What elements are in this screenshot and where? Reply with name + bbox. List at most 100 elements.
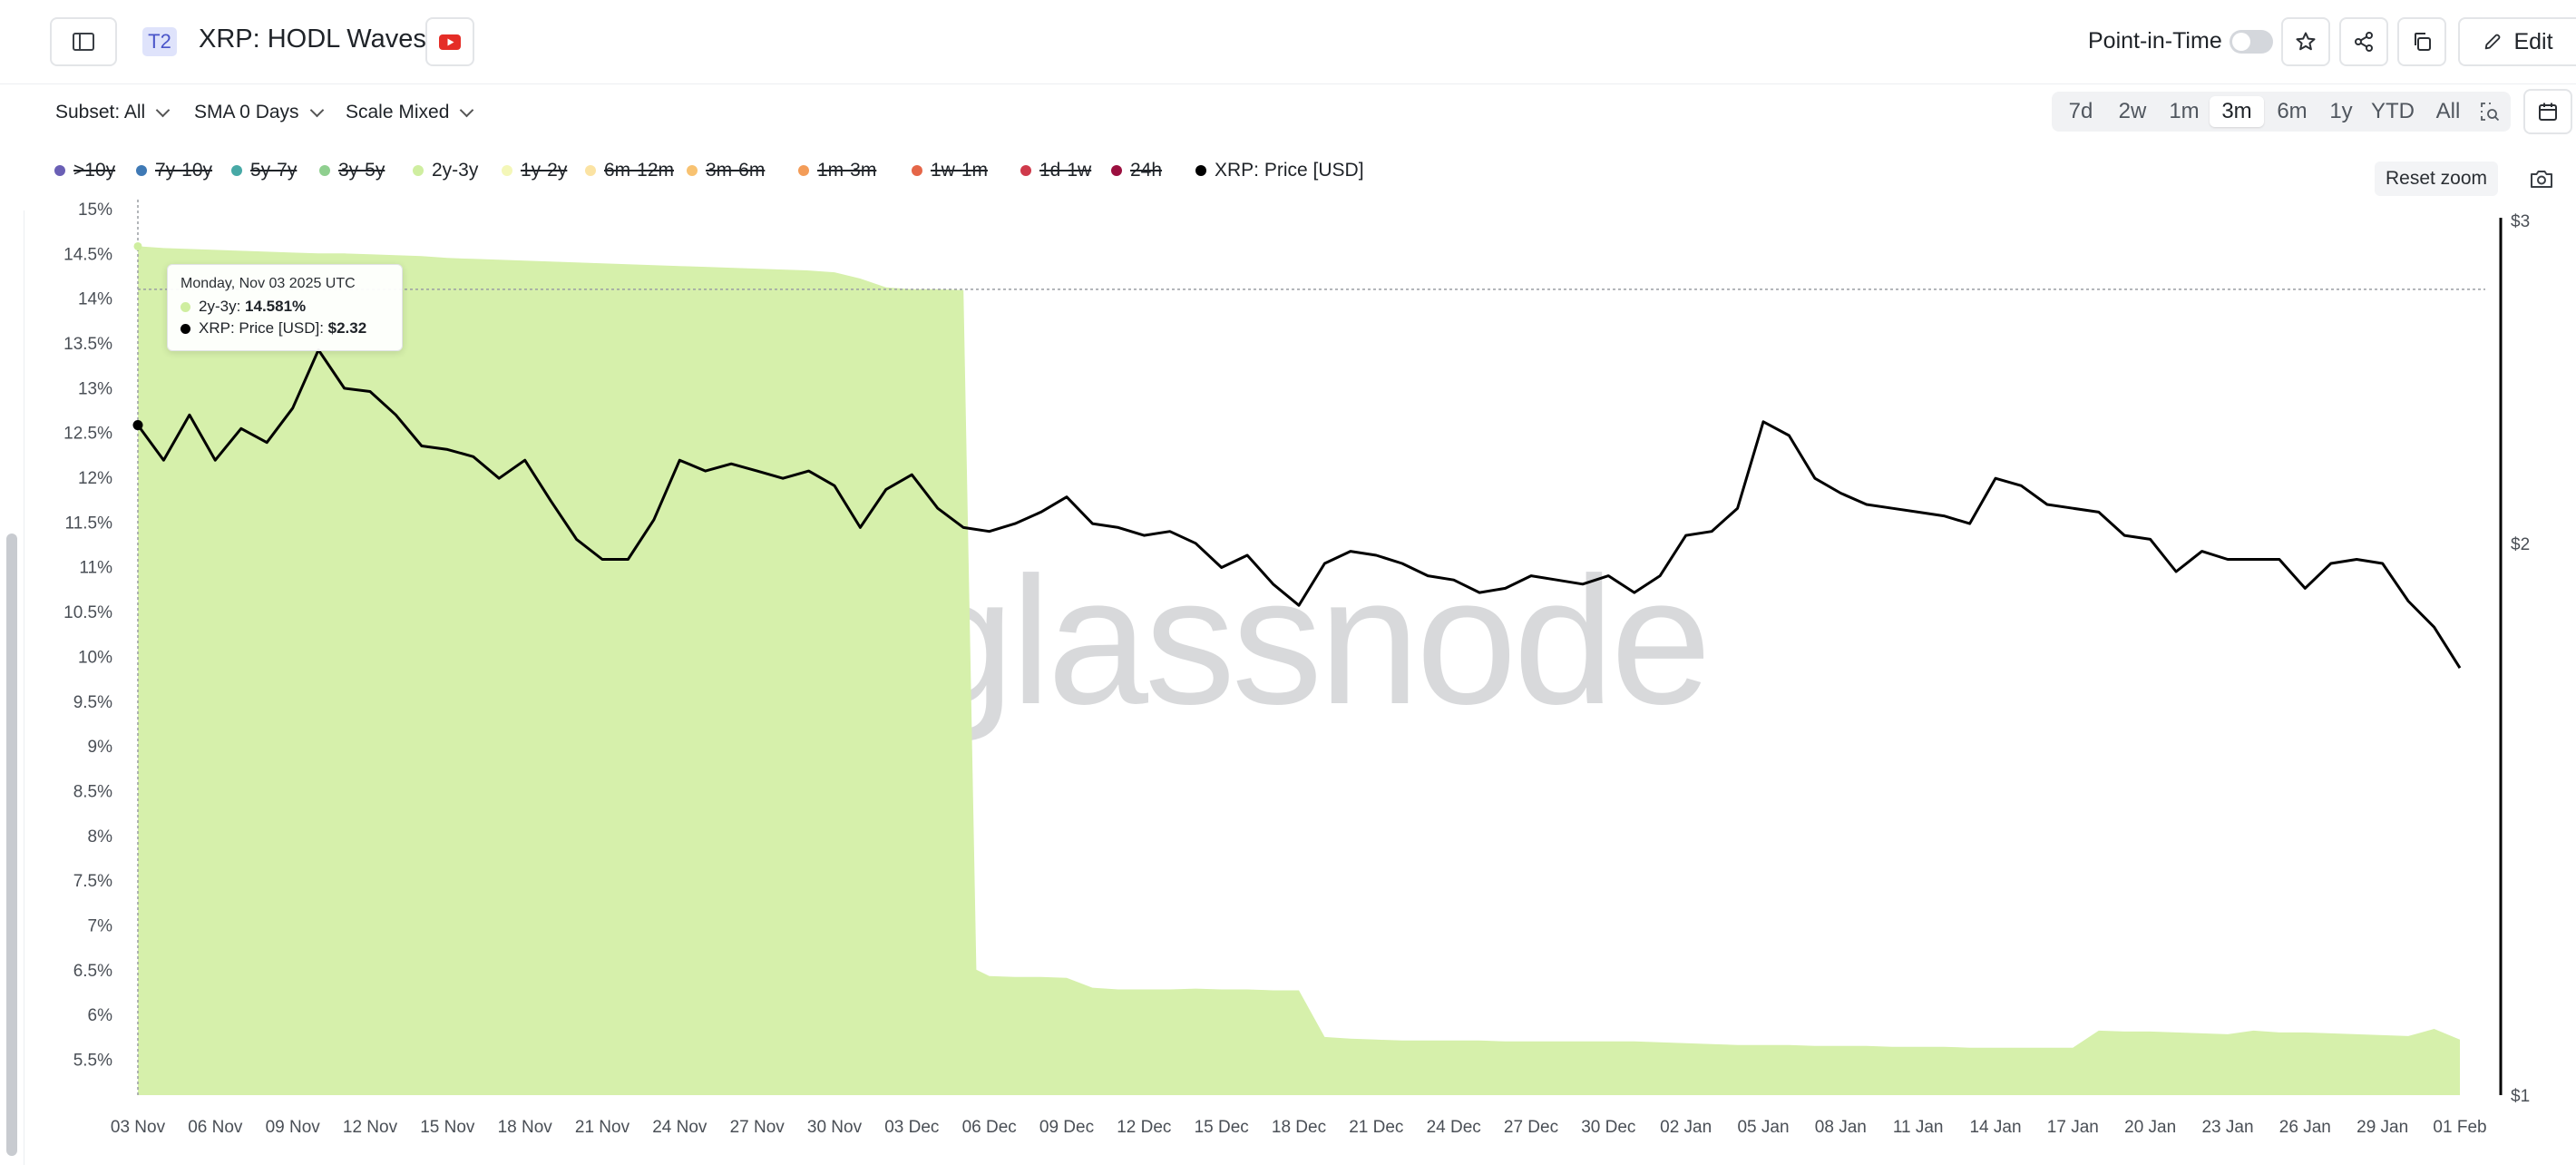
y-axis-right-tick: $1 bbox=[2511, 1087, 2530, 1106]
range-1y[interactable]: 1y bbox=[2329, 99, 2353, 123]
legend-label: 1d-1w bbox=[1039, 160, 1092, 181]
x-axis-tick: 27 Dec bbox=[1504, 1118, 1558, 1137]
legend-item-1m-3m[interactable]: 1m-3m bbox=[798, 160, 876, 181]
tooltip-date: Monday, Nov 03 2025 UTC bbox=[181, 276, 356, 291]
legend-dot bbox=[1020, 165, 1031, 176]
scale-dropdown[interactable]: Scale Mixed bbox=[346, 102, 474, 123]
tooltip-dot bbox=[181, 301, 190, 312]
x-axis-tick: 06 Dec bbox=[962, 1118, 1017, 1137]
toggle-sidebar-button[interactable] bbox=[50, 17, 117, 66]
duplicate-button[interactable] bbox=[2397, 17, 2446, 66]
x-axis-tick: 06 Nov bbox=[188, 1118, 243, 1137]
legend-item-2y-3y[interactable]: 2y-3y bbox=[413, 160, 478, 181]
x-axis-tick: 12 Dec bbox=[1117, 1118, 1171, 1137]
range-7d[interactable]: 7d bbox=[2068, 99, 2093, 123]
star-icon bbox=[2296, 32, 2316, 51]
legend-dot bbox=[502, 165, 512, 176]
page-title: XRP: HODL Waves bbox=[199, 24, 426, 54]
edit-button[interactable]: Edit bbox=[2458, 17, 2576, 66]
reset-zoom-button[interactable]: Reset zoom bbox=[2375, 162, 2498, 196]
y-axis-left-tick: 9.5% bbox=[73, 693, 112, 712]
x-axis-tick: 15 Dec bbox=[1195, 1118, 1249, 1137]
y-axis-left-tick: 8% bbox=[88, 827, 113, 847]
legend-item-3m-6m[interactable]: 3m-6m bbox=[687, 160, 765, 181]
legend-label: 1y-2y bbox=[521, 160, 568, 181]
x-axis-tick: 01 Feb bbox=[2433, 1118, 2486, 1137]
legend-item-1d-1w[interactable]: 1d-1w bbox=[1020, 160, 1091, 181]
legend-dot bbox=[413, 165, 424, 176]
legend-label: 3y-5y bbox=[338, 160, 385, 181]
subset-dropdown[interactable]: Subset: All bbox=[55, 102, 171, 123]
range-ytd[interactable]: YTD bbox=[2371, 99, 2415, 123]
price-hover-marker bbox=[132, 420, 143, 431]
legend-item-7y-10y[interactable]: 7y-10y bbox=[136, 160, 212, 181]
zoom-select-button[interactable] bbox=[2473, 96, 2507, 127]
x-axis-tick: 24 Nov bbox=[652, 1118, 707, 1137]
legend-item-1w-1m[interactable]: 1w-1m bbox=[912, 160, 988, 181]
y-axis-right-tick: $2 bbox=[2511, 535, 2530, 554]
x-axis-tick: 03 Nov bbox=[111, 1118, 166, 1137]
y-axis-left-tick: 14.5% bbox=[63, 245, 112, 264]
x-axis-tick: 30 Dec bbox=[1581, 1118, 1635, 1137]
legend-label: 1m-3m bbox=[817, 160, 877, 181]
y-axis-left-tick: 10% bbox=[78, 648, 112, 667]
favorite-button[interactable] bbox=[2281, 17, 2330, 66]
legend-item-24h[interactable]: 24h bbox=[1111, 160, 1162, 181]
tooltip-series1-value: 14.581% bbox=[245, 298, 307, 315]
legend-dot bbox=[1111, 165, 1122, 176]
legend-label: 2y-3y bbox=[432, 160, 479, 181]
x-axis-tick: 09 Dec bbox=[1039, 1118, 1094, 1137]
youtube-icon bbox=[439, 34, 461, 50]
sma-dropdown[interactable]: SMA 0 Days bbox=[194, 102, 324, 123]
x-axis-tick: 21 Dec bbox=[1349, 1118, 1403, 1137]
y-axis-left-tick: 11% bbox=[79, 559, 112, 578]
share-icon bbox=[2355, 32, 2373, 52]
y-axis-left-tick: 6% bbox=[88, 1006, 113, 1025]
range-2w[interactable]: 2w bbox=[2118, 99, 2147, 123]
screenshot-button[interactable] bbox=[2520, 162, 2563, 196]
y-axis-left-tick: 8.5% bbox=[73, 782, 112, 801]
point-in-time-label: Point-in-Time bbox=[2088, 28, 2222, 54]
time-range-selector: 7d 2w 1m 3m 6m 1y YTD All bbox=[2052, 92, 2511, 132]
share-button[interactable] bbox=[2339, 17, 2388, 66]
x-axis-tick: 09 Nov bbox=[266, 1118, 321, 1137]
y-axis-left-tick: 14% bbox=[78, 290, 112, 309]
x-axis-tick: 12 Nov bbox=[343, 1118, 398, 1137]
x-axis-tick: 23 Jan bbox=[2201, 1118, 2253, 1137]
legend-item-10y[interactable]: >10y bbox=[54, 160, 115, 181]
legend-label: 3m-6m bbox=[706, 160, 766, 181]
legend-label: 5y-7y bbox=[250, 160, 298, 181]
point-in-time-toggle[interactable] bbox=[2230, 30, 2273, 54]
range-all[interactable]: All bbox=[2435, 99, 2461, 123]
pencil-icon bbox=[2485, 34, 2501, 50]
tooltip-series1-label: 2y-3y: bbox=[199, 298, 246, 315]
legend-item-5y-7y[interactable]: 5y-7y bbox=[231, 160, 297, 181]
tooltip-dot bbox=[181, 323, 190, 334]
page-scrollbar-thumb[interactable] bbox=[6, 534, 17, 1156]
legend-item-6m-12m[interactable]: 6m-12m bbox=[585, 160, 674, 181]
page-scrollbar-track bbox=[0, 210, 24, 1165]
x-axis-tick: 05 Jan bbox=[1737, 1118, 1789, 1137]
x-axis-tick: 20 Jan bbox=[2124, 1118, 2176, 1137]
video-button[interactable] bbox=[425, 17, 474, 66]
y-axis-left-tick: 13% bbox=[78, 379, 112, 398]
x-axis-tick: 24 Dec bbox=[1427, 1118, 1481, 1137]
y-axis-left-tick: 12% bbox=[78, 469, 112, 488]
y-axis-left-tick: 7% bbox=[88, 916, 113, 935]
range-3m[interactable]: 3m bbox=[2210, 96, 2264, 127]
y-axis-left-tick: 5.5% bbox=[73, 1052, 112, 1071]
legend-item-1y-2y[interactable]: 1y-2y bbox=[502, 160, 567, 181]
legend-dot bbox=[136, 165, 147, 176]
range-6m[interactable]: 6m bbox=[2277, 99, 2308, 123]
legend-item-3y-5y[interactable]: 3y-5y bbox=[319, 160, 385, 181]
range-1m[interactable]: 1m bbox=[2169, 99, 2200, 123]
price-line-series bbox=[136, 348, 2462, 670]
calendar-button[interactable] bbox=[2523, 89, 2572, 134]
area-series-2y-3y bbox=[138, 246, 2460, 1095]
legend-label: 7y-10y bbox=[155, 160, 213, 181]
legend-item-xrp-price-usd[interactable]: XRP: Price [USD] bbox=[1195, 160, 1364, 181]
legend-dot bbox=[798, 165, 809, 176]
y-axis-left-tick: 12.5% bbox=[63, 425, 112, 444]
legend-label: >10y bbox=[73, 160, 116, 181]
